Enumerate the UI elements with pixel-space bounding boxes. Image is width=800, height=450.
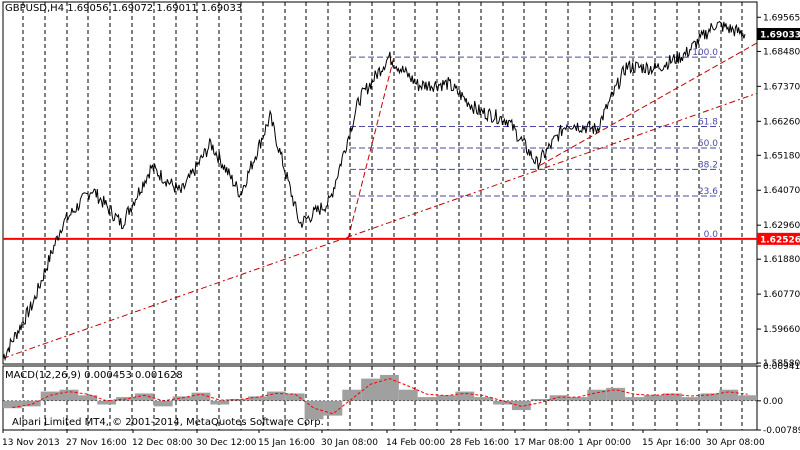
open-value: 1.69056 [67, 3, 109, 14]
macd-bar [342, 389, 362, 401]
price-tick-label: 1.64070 [763, 186, 800, 196]
macd-bar [134, 393, 154, 401]
price-tick-label: 1.69565 [763, 13, 800, 23]
macd-bar [210, 400, 230, 405]
symbol-label: GBPUSD,H4 [5, 3, 65, 14]
macd-bar [398, 389, 418, 401]
macd-bar [511, 400, 531, 411]
macd-bar [304, 400, 324, 420]
time-tick-label: 13 Nov 2013 [2, 438, 60, 448]
copyright-text: Alpari Limited MT4, © 2001-2014, MetaQuo… [12, 417, 324, 428]
price-axis: 1.69565 1.68480 1.67370 1.66260 1.65180 1.640… [757, 13, 800, 369]
macd-bar [21, 400, 41, 407]
macd-bar [719, 389, 739, 401]
macd-tick-label: -0.00789 [763, 426, 800, 436]
support-box-bg [757, 232, 800, 245]
macd-bar [191, 392, 211, 401]
macd-bar [662, 393, 682, 401]
low-value: 1.69011 [156, 3, 198, 14]
macd-bar [681, 397, 701, 401]
fibo-level-label: 38.2 [698, 160, 718, 170]
fibo-level-label: 0.0 [704, 230, 719, 240]
price-tick-label: 1.60770 [763, 290, 800, 300]
price-tick-label: 1.62960 [763, 221, 800, 231]
macd-bar [474, 397, 494, 401]
macd-bar [568, 397, 588, 401]
price-tick-label: 1.59660 [763, 325, 800, 335]
price-tick-label: 1.65180 [763, 151, 800, 161]
fibo-level-label: 61.8 [698, 118, 718, 128]
macd-bar [361, 378, 380, 401]
time-tick-label: 15 Jan 16:00 [258, 438, 315, 448]
current-price-label: 1.69033 [760, 31, 800, 41]
time-tick-label: 15 Apr 16:00 [642, 438, 701, 448]
time-tick-label: 14 Feb 00:00 [386, 438, 445, 448]
macd-bar [530, 398, 550, 401]
chart-header-quote: GBPUSD,H4 1.69056 1.69072 1.69011 1.6903… [5, 3, 242, 14]
high-value: 1.69072 [111, 3, 154, 14]
macd-bar [40, 391, 60, 401]
time-axis: 13 Nov 2013 27 Nov 16:00 12 Dec 08:00 30 De… [2, 430, 765, 448]
macd-tick-label: 0.00 [763, 397, 783, 407]
fibo-level-label: 23.6 [698, 187, 718, 197]
macd-bar [323, 400, 343, 416]
macd-bar [59, 389, 79, 401]
support-price-box: 1.62526 [757, 232, 800, 245]
trendlines [2, 42, 758, 359]
macd-title: MACD(12,26,9) 0.000453 0.001628 [5, 370, 183, 381]
macd-signal-line [12, 378, 748, 415]
time-tick-label: 27 Nov 16:00 [66, 438, 127, 448]
fibo-level-label: 50.0 [698, 139, 718, 149]
fibo-trendline [347, 56, 395, 239]
macd-bar [266, 391, 286, 401]
macd-bar [549, 395, 569, 401]
macd-bar [172, 396, 192, 401]
time-tick-label: 28 Feb 16:00 [450, 438, 509, 448]
macd-bar [455, 391, 475, 401]
current-box-bg [757, 28, 800, 41]
macd-bar [248, 396, 267, 401]
price-tick-label: 1.67370 [763, 82, 800, 92]
time-tick-label: 1 Apr 00:00 [578, 438, 631, 448]
trendline-short [539, 42, 758, 166]
macd-axis: 0.009412 0.00 -0.00789 [757, 362, 800, 436]
time-tick-label: 30 Apr 08:00 [706, 438, 765, 448]
macd-bar [417, 397, 437, 401]
trendline-long [2, 92, 758, 359]
time-tick-label: 30 Dec 12:00 [196, 438, 257, 448]
time-tick-label: 12 Dec 08:00 [132, 438, 193, 448]
macd-bar [625, 397, 644, 401]
macd-bar [97, 400, 117, 405]
macd-tick-label: 0.009412 [763, 362, 800, 372]
macd-bar [78, 395, 98, 401]
close-value: 1.69033 [200, 3, 243, 14]
current-price-box: 1.69033 [757, 28, 800, 41]
main-panel-frame [2, 1, 758, 365]
vertical-grid [22, 2, 743, 430]
price-tick-label: 1.58580 [763, 359, 800, 369]
macd-bar [3, 400, 22, 409]
macd-histogram [3, 374, 757, 420]
price-series-line [2, 20, 746, 362]
price-tick-label: 1.68480 [763, 47, 800, 57]
macd-bar [738, 395, 757, 401]
macd-bar [606, 387, 626, 401]
macd-bar [493, 400, 512, 405]
support-box-label: 1.62526 [760, 235, 800, 245]
macd-bar [380, 374, 399, 401]
macd-bar [153, 400, 173, 407]
fibo-level-label: 100.0 [692, 48, 718, 58]
time-tick-label: 17 Mar 08:00 [514, 438, 574, 448]
macd-bar [587, 389, 607, 401]
price-tick-label: 1.66260 [763, 117, 800, 127]
macd-bar [285, 393, 305, 401]
macd-bar [436, 395, 456, 401]
time-tick-label: 30 Jan 08:00 [321, 438, 378, 448]
price-tick-label: 1.61880 [763, 255, 800, 265]
macd-bar [643, 395, 663, 401]
macd-bar [700, 393, 720, 401]
